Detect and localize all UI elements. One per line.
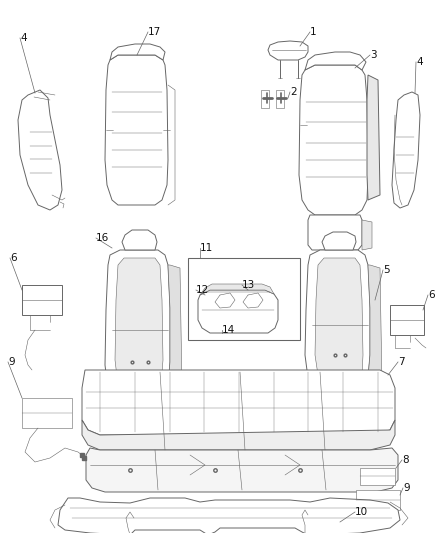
Polygon shape [392,92,420,208]
Text: 11: 11 [200,243,213,253]
Polygon shape [122,230,157,250]
Polygon shape [105,55,168,205]
Text: 1: 1 [310,27,317,37]
Polygon shape [86,448,398,492]
Polygon shape [268,41,308,60]
Text: 4: 4 [416,57,423,67]
Text: 17: 17 [148,27,161,37]
Polygon shape [322,232,356,250]
Polygon shape [115,258,163,392]
Polygon shape [305,52,366,70]
Polygon shape [188,258,300,340]
Polygon shape [198,290,278,333]
Text: 4: 4 [20,33,27,43]
Text: 13: 13 [242,280,255,290]
Polygon shape [22,398,72,428]
Polygon shape [367,75,380,200]
Text: 6: 6 [428,290,434,300]
Polygon shape [390,305,424,335]
Polygon shape [276,90,284,108]
Polygon shape [299,65,368,215]
Polygon shape [315,258,363,382]
Text: 6: 6 [10,253,17,263]
Text: 2: 2 [290,87,297,97]
Polygon shape [82,370,395,435]
Polygon shape [58,498,400,533]
Text: 9: 9 [8,357,14,367]
Text: 5: 5 [383,265,390,275]
Polygon shape [368,265,382,390]
Text: 9: 9 [403,483,410,493]
Polygon shape [82,420,395,450]
Polygon shape [22,285,62,315]
Polygon shape [308,215,362,250]
Text: 16: 16 [96,233,109,243]
Text: 7: 7 [398,357,405,367]
Polygon shape [360,468,395,485]
Text: 3: 3 [370,50,377,60]
Text: 10: 10 [355,507,368,517]
Polygon shape [356,490,400,510]
Polygon shape [362,220,372,250]
Polygon shape [105,250,170,405]
Polygon shape [110,44,165,60]
Text: 14: 14 [222,325,235,335]
Polygon shape [168,265,182,392]
Polygon shape [305,250,370,392]
Text: 12: 12 [196,285,209,295]
Polygon shape [200,284,274,295]
Polygon shape [261,90,269,108]
Polygon shape [18,90,62,210]
Text: 8: 8 [402,455,409,465]
